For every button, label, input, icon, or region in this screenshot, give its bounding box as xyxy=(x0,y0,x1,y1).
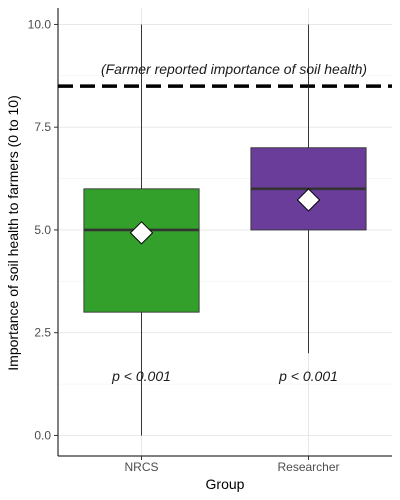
y-tick-label: 5.0 xyxy=(34,223,51,237)
p-value-label: p < 0.001 xyxy=(111,368,171,384)
y-tick-label: 0.0 xyxy=(34,428,51,442)
mean-marker-researcher xyxy=(296,188,321,212)
reference-line-label: (Farmer reported importance of soil heal… xyxy=(101,61,367,77)
p-value-label: p < 0.001 xyxy=(278,368,338,384)
boxes-group xyxy=(83,24,367,436)
y-tick-label: 10.0 xyxy=(28,17,52,31)
mean-marker-nrcs xyxy=(129,221,154,245)
y-tick-label: 7.5 xyxy=(34,120,51,134)
annotations-group: p < 0.001 p < 0.001 xyxy=(111,368,338,384)
x-tick-label: Researcher xyxy=(277,460,339,474)
y-axis-title: Importance of soil health to farmers (0 … xyxy=(5,95,21,370)
reference-line-group: (Farmer reported importance of soil heal… xyxy=(58,61,392,88)
y-tick-label: 2.5 xyxy=(34,326,51,340)
x-tick-label: NRCS xyxy=(124,460,158,474)
box-nrcs xyxy=(83,188,200,313)
axes-group: 0.0 2.5 5.0 7.5 10.0 NRCS Researcher xyxy=(28,8,392,474)
x-axis-title: Group xyxy=(206,476,245,492)
